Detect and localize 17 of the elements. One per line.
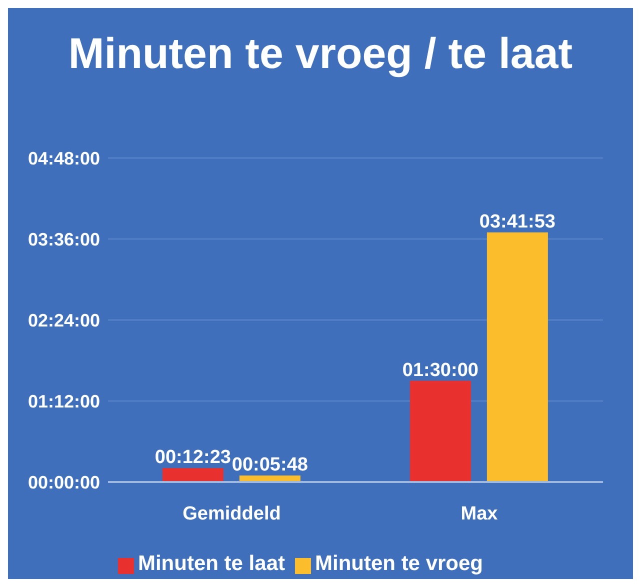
data-label: 01:30:00 [402,360,478,381]
y-tick-label: 02:24:00 [28,310,100,330]
bar [486,232,548,482]
x-tick-label: Max [460,503,498,524]
legend-label: Minuten te laat [138,552,285,575]
legend-label: Minuten te vroeg [315,552,484,575]
data-label: 00:12:23 [154,447,231,468]
chart-title: Minuten te vroeg / te laat [67,29,574,80]
x-tick-label: Gemiddeld [182,503,281,524]
y-tick-label: 04:48:00 [28,148,100,168]
bar [162,468,224,482]
data-label: 03:41:53 [479,211,556,232]
y-tick-label: 01:12:00 [28,391,100,412]
y-tick-label: 00:00:00 [28,472,100,492]
bar [410,380,471,482]
data-label: 00:05:48 [232,454,308,476]
y-tick-label: 03:36:00 [28,229,100,250]
